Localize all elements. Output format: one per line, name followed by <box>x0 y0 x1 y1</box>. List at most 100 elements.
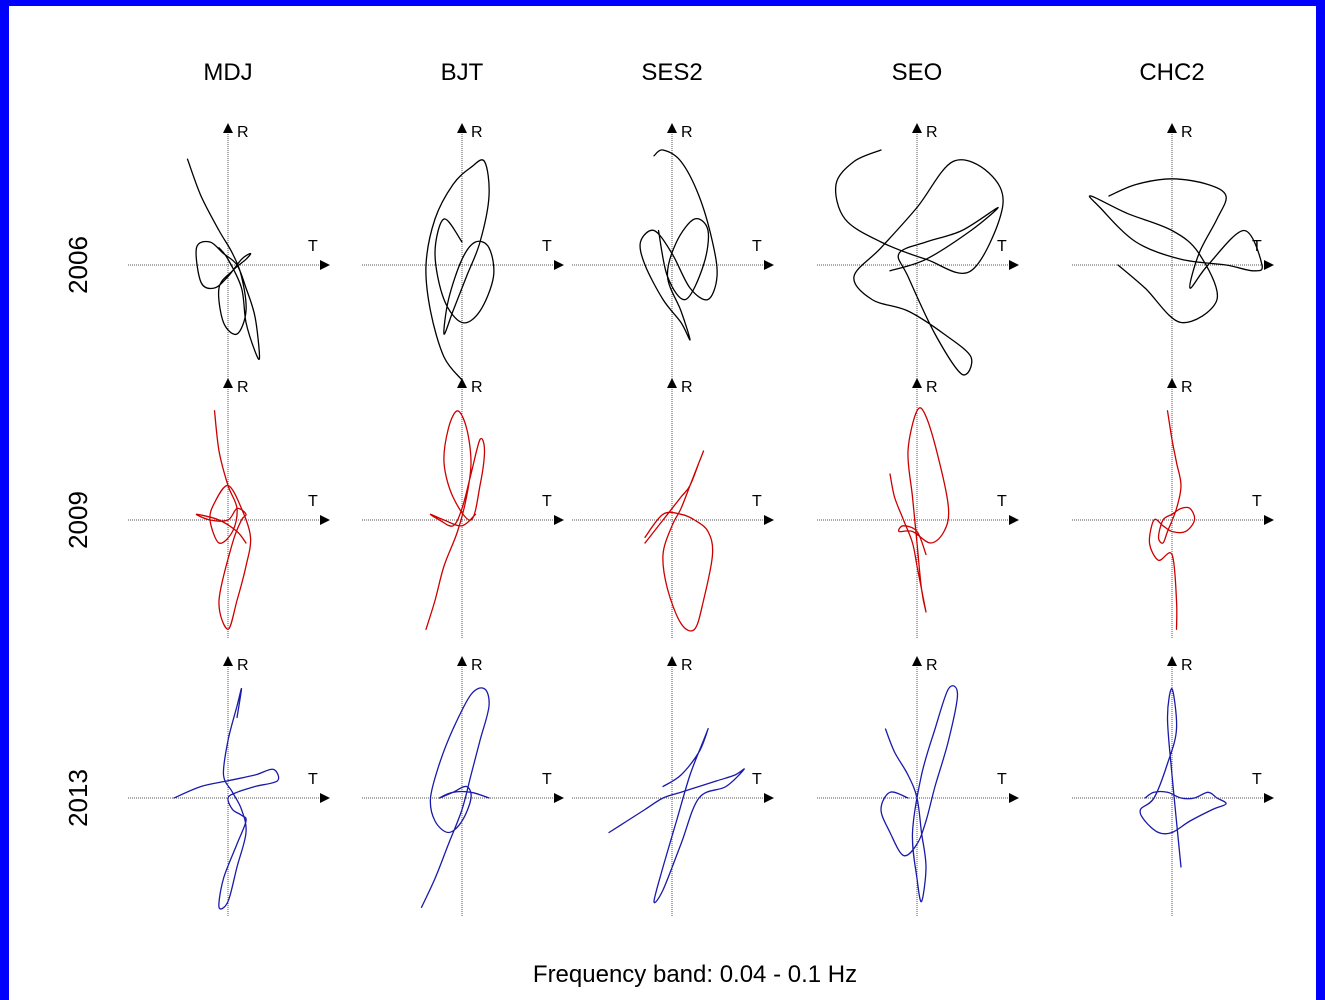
r-axis-arrow <box>912 378 922 388</box>
t-axis-label: T <box>997 238 1007 255</box>
r-axis-label: R <box>237 124 249 141</box>
t-axis-label: T <box>997 493 1007 510</box>
r-axis-arrow <box>667 656 677 666</box>
r-axis-arrow <box>1167 123 1177 133</box>
t-axis-arrow <box>1264 260 1274 270</box>
panel-2013-mdj: TR <box>128 656 330 916</box>
panel-2009-bjt: TR <box>362 378 564 638</box>
r-axis-label: R <box>1181 124 1193 141</box>
motion-trace <box>420 687 490 908</box>
t-axis-arrow <box>1009 515 1019 525</box>
motion-trace <box>1088 178 1263 324</box>
r-axis-arrow <box>223 378 233 388</box>
motion-trace <box>644 450 714 632</box>
motion-trace <box>834 149 1004 376</box>
t-axis-label: T <box>308 771 318 788</box>
r-axis-label: R <box>681 657 693 674</box>
r-axis-arrow <box>223 123 233 133</box>
caption: Frequency band: 0.04 - 0.1 Hz <box>533 961 857 988</box>
r-axis-arrow <box>1167 378 1177 388</box>
r-axis-label: R <box>471 379 483 396</box>
t-axis-arrow <box>554 793 564 803</box>
panel-2009-ses2: TR <box>572 378 774 638</box>
r-axis-arrow <box>457 656 467 666</box>
r-axis-label: R <box>681 379 693 396</box>
r-axis-label: R <box>1181 379 1193 396</box>
t-axis-arrow <box>1009 260 1019 270</box>
t-axis-arrow <box>1264 793 1274 803</box>
motion-trace <box>425 410 486 630</box>
r-axis-label: R <box>1181 657 1193 674</box>
panel-2013-ses2: TR <box>572 656 774 916</box>
t-axis-label: T <box>752 771 762 788</box>
r-axis-label: R <box>926 657 938 674</box>
t-axis-label: T <box>997 771 1007 788</box>
motion-trace <box>195 410 252 630</box>
t-axis-label: T <box>1252 493 1262 510</box>
t-axis-label: T <box>308 493 318 510</box>
station-title-bjt: BJT <box>441 59 484 86</box>
r-axis-arrow <box>1167 656 1177 666</box>
t-axis-arrow <box>764 260 774 270</box>
r-axis-arrow <box>912 656 922 666</box>
t-axis-arrow <box>554 260 564 270</box>
panel-2006-bjt: TR <box>362 123 564 383</box>
motion-trace <box>1148 410 1196 630</box>
motion-trace <box>425 159 495 381</box>
r-axis-label: R <box>926 124 938 141</box>
station-title-chc2: CHC2 <box>1139 59 1204 86</box>
t-axis-arrow <box>1009 793 1019 803</box>
r-axis-label: R <box>237 379 249 396</box>
panel-2013-seo: TR <box>817 656 1019 916</box>
panel-2006-chc2: TR <box>1072 123 1274 383</box>
panel-2009-chc2: TR <box>1072 378 1274 638</box>
t-axis-arrow <box>320 793 330 803</box>
t-axis-label: T <box>1252 771 1262 788</box>
r-axis-arrow <box>457 123 467 133</box>
panel-2013-bjt: TR <box>362 656 564 916</box>
panel-2009-mdj: TR <box>128 378 330 638</box>
motion-trace <box>1139 688 1227 868</box>
motion-trace <box>608 727 745 904</box>
motion-trace <box>173 687 280 910</box>
r-axis-label: R <box>926 379 938 396</box>
year-label-2006: 2006 <box>63 236 93 294</box>
t-axis-arrow <box>320 260 330 270</box>
station-titles: MDJ BJT SES2 SEO CHC2 <box>203 59 1204 86</box>
station-title-seo: SEO <box>892 59 943 86</box>
t-axis-label: T <box>752 238 762 255</box>
r-axis-arrow <box>912 123 922 133</box>
r-axis-arrow <box>223 656 233 666</box>
r-axis-label: R <box>681 124 693 141</box>
motion-trace <box>889 407 950 613</box>
r-axis-arrow <box>667 123 677 133</box>
year-label-2013: 2013 <box>63 769 93 827</box>
r-axis-label: R <box>237 657 249 674</box>
t-axis-arrow <box>1264 515 1274 525</box>
panel-2009-seo: TR <box>817 378 1019 638</box>
t-axis-label: T <box>308 238 318 255</box>
panel-2006-seo: TR <box>817 123 1019 383</box>
panel-2013-chc2: TR <box>1072 656 1274 916</box>
r-axis-arrow <box>667 378 677 388</box>
station-title-ses2: SES2 <box>641 59 702 86</box>
t-axis-label: T <box>542 493 552 510</box>
t-axis-arrow <box>554 515 564 525</box>
t-axis-arrow <box>764 515 774 525</box>
motion-trace <box>186 158 261 361</box>
r-axis-label: R <box>471 124 483 141</box>
r-axis-arrow <box>457 378 467 388</box>
t-axis-label: T <box>542 771 552 788</box>
t-axis-label: T <box>752 493 762 510</box>
t-axis-arrow <box>764 793 774 803</box>
year-labels: 2006 2009 2013 <box>63 236 93 827</box>
r-axis-label: R <box>471 657 483 674</box>
year-label-2009: 2009 <box>63 491 93 549</box>
t-axis-arrow <box>320 515 330 525</box>
motion-trace <box>639 149 718 341</box>
t-axis-label: T <box>542 238 552 255</box>
panel-2006-mdj: TR <box>128 123 330 383</box>
